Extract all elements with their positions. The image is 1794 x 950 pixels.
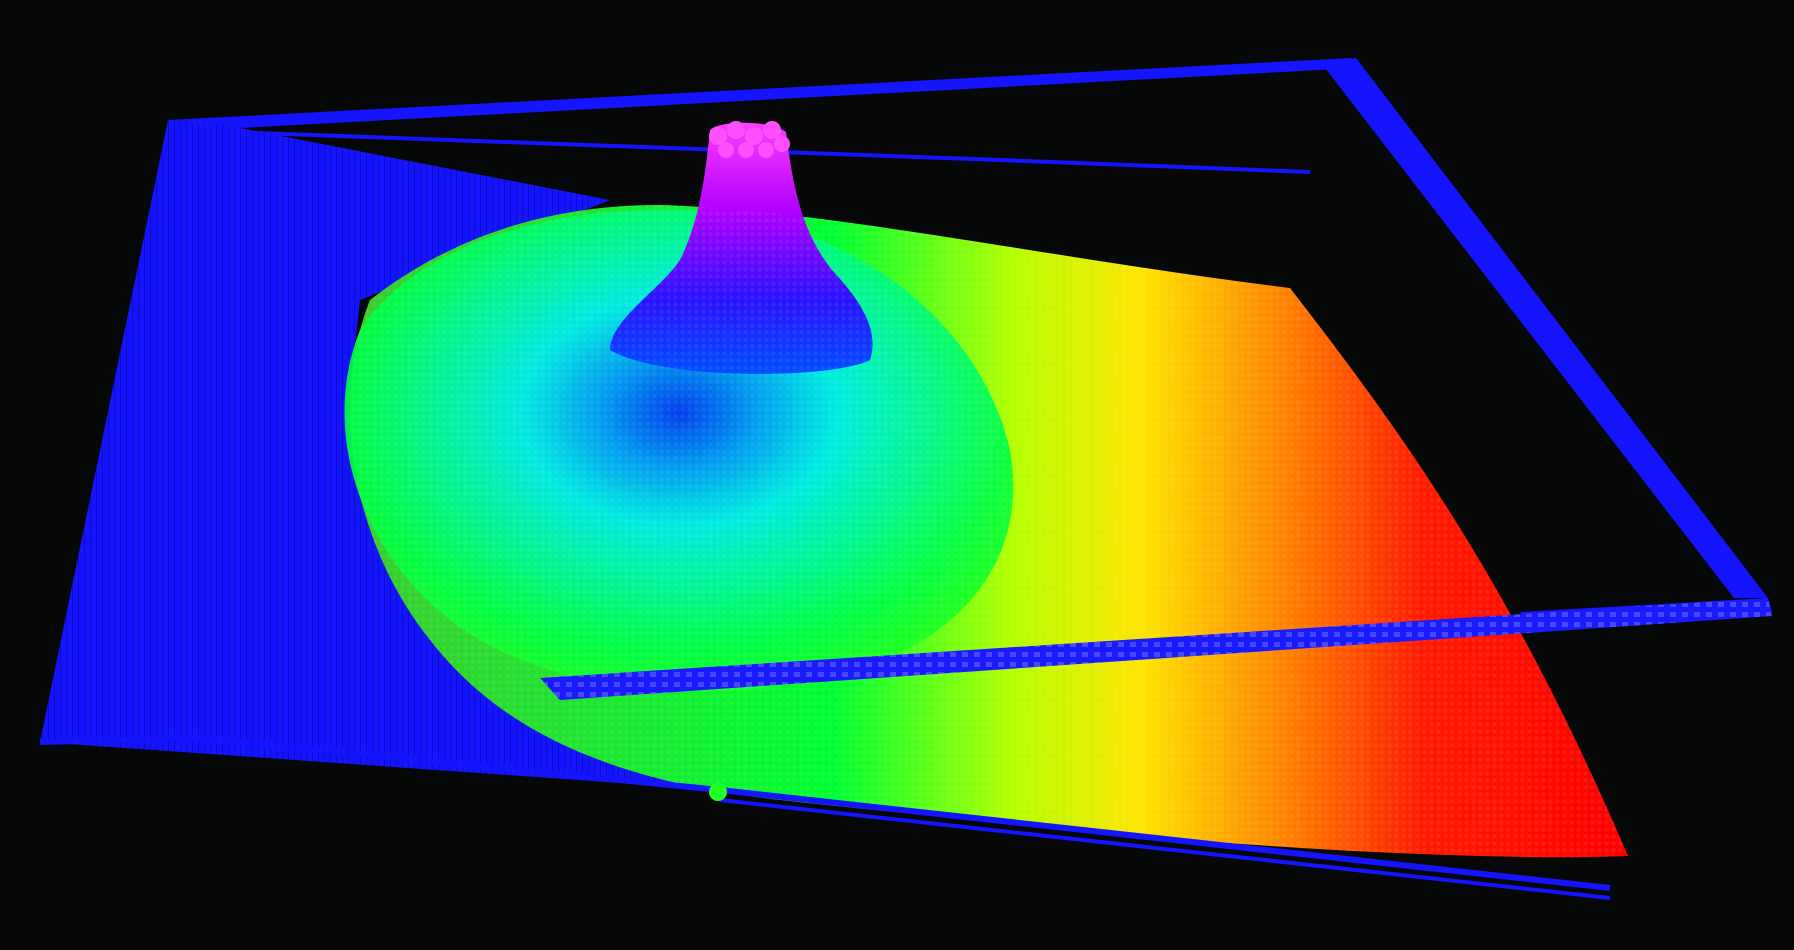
cutting-belt [540,598,1772,700]
frame-right-edge [1322,58,1768,598]
colored-surface [344,121,1628,858]
front-rail-lower [719,798,1611,900]
rail-corner-bead [709,783,727,801]
front-rail-line [39,734,1611,891]
frame-top-edge [168,58,1356,128]
front-rail [39,734,1611,900]
back-rail [229,130,1311,174]
left-side-wall [40,120,720,790]
peak-beads [709,121,790,158]
surface-mesh-overlay [350,205,1628,858]
